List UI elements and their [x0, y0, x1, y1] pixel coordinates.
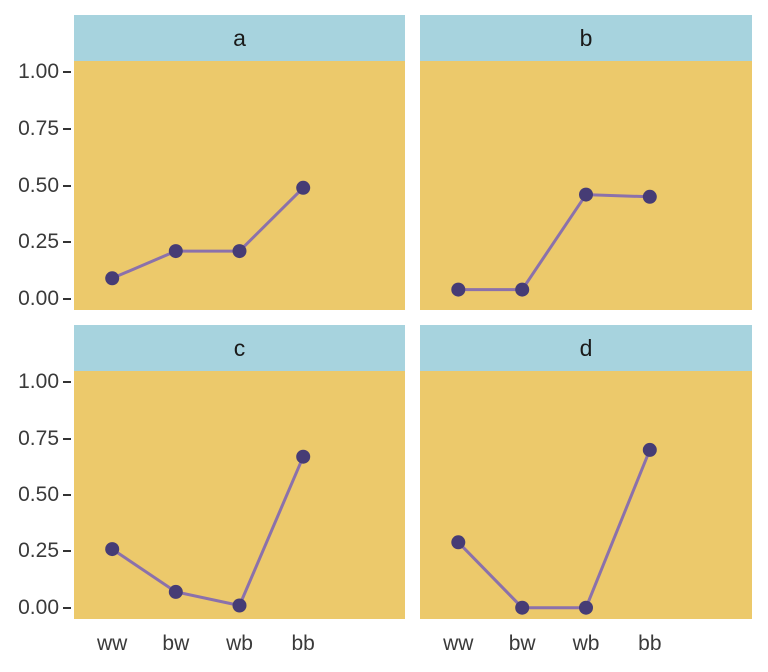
y-tick-mark: [63, 437, 71, 440]
data-point-ww: [451, 282, 466, 297]
data-point-bb: [642, 442, 657, 457]
facet-strip: a: [74, 15, 405, 62]
y-tick-label: 1.00: [18, 60, 59, 84]
x-tick-label: bw: [162, 632, 190, 655]
facet-b: b: [420, 15, 752, 310]
facet-d: d: [420, 325, 752, 619]
data-point-wb: [579, 187, 593, 202]
data-point-ww: [105, 542, 120, 557]
series-line: [458, 193, 650, 292]
data-point-bb: [296, 449, 311, 464]
data-point-bb: [296, 180, 311, 195]
facet-strip-label: d: [579, 334, 593, 361]
series-line: [111, 186, 305, 280]
series-line: [111, 456, 305, 608]
y-tick-label: 0.25: [18, 539, 59, 563]
data-point-ww: [451, 535, 466, 550]
x-tick-label: bb: [291, 632, 315, 655]
data-point-wb: [232, 598, 247, 613]
y-tick-mark: [63, 71, 71, 74]
x-tick-label: bw: [508, 632, 536, 655]
x-tick-label: ww: [97, 632, 128, 655]
data-point-bw: [515, 282, 530, 297]
data-point-bw: [168, 244, 183, 259]
y-tick-label: 0.50: [18, 173, 59, 197]
y-tick-mark: [63, 184, 71, 187]
line-series: [105, 449, 311, 613]
y-tick-mark: [63, 494, 71, 496]
facet-a: a: [74, 15, 405, 310]
x-tick-label: wb: [572, 632, 600, 655]
y-tick-mark: [63, 550, 71, 553]
data-point-bw: [515, 600, 530, 615]
facet-strip-label: a: [233, 24, 246, 51]
y-tick-mark: [63, 127, 71, 130]
x-tick-label: ww: [443, 632, 474, 655]
plot-area: [74, 61, 405, 310]
facet-strip: b: [420, 15, 752, 62]
facet-strip: c: [74, 325, 405, 372]
data-point-bb: [642, 189, 657, 204]
y-tick-label: 1.00: [18, 370, 59, 394]
facet-c: c: [74, 325, 405, 619]
y-tick-label: 0.00: [18, 286, 59, 310]
plot-area: [74, 371, 405, 619]
data-point-wb: [579, 600, 593, 615]
y-tick-label: 0.00: [18, 595, 59, 619]
line-series: [105, 180, 311, 286]
y-tick-mark: [63, 606, 71, 609]
x-tick-label: wb: [226, 632, 253, 655]
facet-strip: d: [420, 325, 752, 372]
plot-area: [420, 61, 752, 310]
y-tick-mark: [63, 297, 71, 300]
facet-strip-label: b: [579, 24, 593, 51]
y-tick-label: 0.25: [18, 230, 59, 254]
y-tick-label: 0.50: [18, 483, 59, 506]
y-tick-label: 0.75: [18, 426, 59, 450]
data-point-bw: [168, 584, 183, 599]
data-point-wb: [232, 244, 247, 259]
line-series: [451, 187, 657, 297]
x-tick-label: bb: [638, 632, 662, 655]
series-line: [457, 449, 652, 610]
y-tick-label: 0.75: [18, 116, 59, 140]
y-tick-mark: [63, 241, 71, 244]
y-tick-mark: [63, 381, 71, 384]
facet-strip-label: c: [233, 334, 246, 361]
line-series: [451, 442, 657, 615]
plot-area: [420, 371, 752, 619]
data-point-ww: [105, 271, 120, 286]
